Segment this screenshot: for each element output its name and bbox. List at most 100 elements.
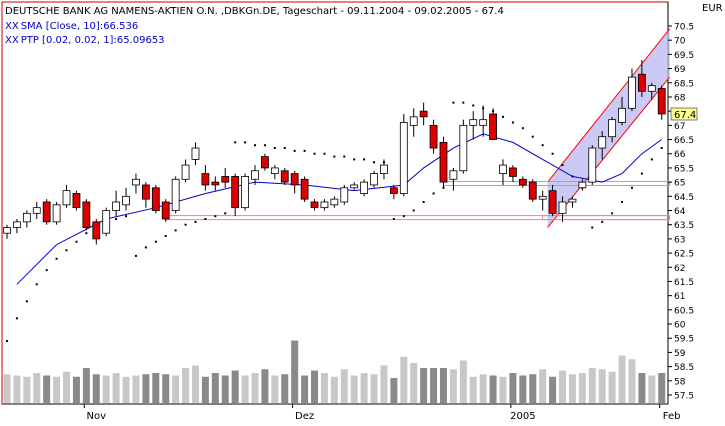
candle-body bbox=[340, 187, 349, 203]
volume-bar bbox=[578, 373, 586, 403]
candle-body bbox=[310, 201, 319, 209]
candle-body bbox=[251, 170, 259, 180]
sar-dot bbox=[412, 209, 415, 212]
volume-bar bbox=[430, 368, 438, 403]
candle bbox=[261, 153, 269, 171]
sar-dot bbox=[660, 147, 663, 150]
time-tick-label: 2005 bbox=[510, 411, 535, 422]
sar-dot bbox=[55, 257, 58, 260]
candle-body bbox=[92, 221, 101, 240]
sar-dot bbox=[244, 141, 247, 144]
volume-bar bbox=[529, 374, 537, 403]
sar-dot bbox=[541, 144, 544, 147]
volume-bar bbox=[658, 373, 666, 403]
candle bbox=[290, 170, 299, 194]
sar-dot bbox=[373, 161, 376, 164]
volume-bar bbox=[53, 376, 61, 403]
candle bbox=[439, 136, 448, 188]
ptp-legend-prefix: XX bbox=[5, 35, 19, 46]
volume-bar bbox=[3, 374, 11, 403]
candle bbox=[459, 119, 468, 174]
candle-body bbox=[459, 124, 468, 172]
sar-dot bbox=[234, 141, 237, 144]
candle bbox=[201, 165, 210, 191]
price-tick-label: 59 bbox=[674, 349, 686, 359]
sar-dot bbox=[15, 317, 18, 320]
price-tick-label: 67 bbox=[674, 122, 685, 132]
chart-title: DEUTSCHE BANK AG NAMENS-AKTIEN O.N. ,DBK… bbox=[5, 6, 504, 17]
sar-dot bbox=[591, 226, 594, 229]
candle bbox=[360, 179, 369, 197]
price-tick-label: 68.5 bbox=[674, 79, 694, 89]
candle bbox=[300, 176, 309, 202]
sar-dot bbox=[154, 240, 157, 243]
volume-bar bbox=[271, 375, 279, 403]
candle-body bbox=[399, 122, 408, 194]
candle-body bbox=[42, 201, 51, 223]
volume-bar bbox=[340, 369, 348, 403]
candle bbox=[251, 165, 259, 185]
sar-dot bbox=[462, 101, 465, 104]
sar-dot bbox=[174, 229, 177, 232]
candle-body bbox=[270, 167, 279, 175]
candle bbox=[618, 96, 626, 126]
sar-dot bbox=[472, 104, 475, 107]
candle-body bbox=[191, 147, 200, 160]
candle bbox=[151, 184, 160, 214]
candle-body bbox=[122, 195, 130, 206]
price-tick-label: 70 bbox=[674, 37, 686, 47]
candle-body bbox=[389, 187, 398, 194]
sma-legend: XX SMA [Close, 10]:66.536 bbox=[5, 21, 138, 32]
sar-dot bbox=[452, 101, 455, 104]
candle-body bbox=[568, 198, 577, 203]
volume-bar bbox=[162, 374, 170, 403]
time-tick-label: Feb bbox=[663, 411, 681, 422]
candle bbox=[181, 159, 190, 183]
candle-body bbox=[578, 181, 587, 189]
volume-bar bbox=[420, 368, 428, 403]
price-tick-label: 66 bbox=[674, 150, 686, 160]
candle bbox=[102, 207, 111, 237]
volume-bar bbox=[509, 373, 517, 403]
candle bbox=[628, 68, 636, 112]
sar-dot bbox=[521, 127, 524, 130]
volume-bar bbox=[82, 368, 90, 403]
price-tick-label: 62.5 bbox=[674, 250, 694, 260]
price-tick-label: 69.5 bbox=[674, 51, 694, 61]
candle bbox=[82, 199, 91, 231]
candle bbox=[330, 196, 339, 208]
volume-bar bbox=[499, 376, 507, 403]
volume-bar bbox=[92, 374, 100, 403]
candlesticks bbox=[3, 60, 666, 245]
candle bbox=[92, 219, 101, 245]
candle-body bbox=[72, 193, 81, 209]
sar-dot bbox=[263, 144, 266, 147]
candle-body bbox=[429, 124, 438, 149]
sar-dot bbox=[611, 212, 614, 215]
sar-dot bbox=[6, 340, 8, 343]
volume-bar bbox=[291, 340, 299, 403]
time-axis: Nov Dez 2005 Feb bbox=[83, 404, 681, 422]
candle-body bbox=[3, 227, 11, 234]
candle bbox=[171, 176, 180, 214]
candle-body bbox=[360, 181, 369, 194]
price-tick-label: 62 bbox=[674, 264, 685, 274]
sar-dot bbox=[650, 158, 653, 161]
sar-dot bbox=[184, 223, 187, 226]
candle-body bbox=[647, 85, 656, 92]
time-tick-label: Nov bbox=[87, 411, 107, 422]
candle bbox=[241, 173, 249, 211]
candle bbox=[479, 105, 488, 137]
sar-dot bbox=[601, 220, 604, 223]
volume-bar bbox=[380, 365, 388, 403]
sar-dot bbox=[621, 200, 624, 203]
candle bbox=[320, 199, 329, 211]
candle-body bbox=[439, 141, 448, 183]
sar-dot bbox=[254, 144, 256, 147]
volume-bar bbox=[152, 373, 160, 403]
candle bbox=[211, 176, 220, 191]
sar-dot bbox=[134, 254, 137, 257]
candle bbox=[608, 116, 617, 143]
candle-body bbox=[350, 184, 359, 189]
